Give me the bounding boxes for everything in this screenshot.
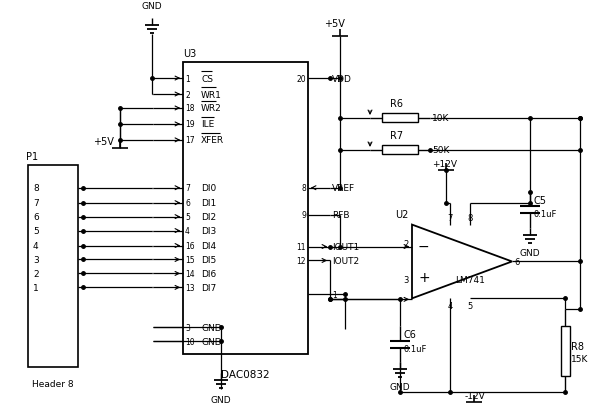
Text: IOUT1: IOUT1 (332, 242, 359, 252)
Text: U3: U3 (183, 49, 196, 59)
Text: 3: 3 (404, 275, 409, 284)
Text: 6: 6 (33, 213, 39, 222)
Text: 9: 9 (301, 211, 306, 220)
Text: 1: 1 (185, 74, 190, 83)
Text: C6: C6 (404, 330, 417, 339)
Text: +: + (418, 271, 430, 285)
Text: 8: 8 (33, 184, 39, 193)
Text: R8: R8 (571, 341, 584, 351)
Text: 19: 19 (185, 120, 195, 129)
Text: WR1: WR1 (201, 90, 222, 99)
Text: 8: 8 (467, 213, 473, 222)
Text: RFB: RFB (332, 211, 350, 220)
Text: −: − (418, 239, 430, 253)
Text: VDD: VDD (332, 74, 352, 83)
Text: DI6: DI6 (201, 269, 216, 278)
Text: Header 8: Header 8 (32, 379, 74, 388)
Text: IOUT2: IOUT2 (332, 256, 359, 265)
Text: 16: 16 (185, 242, 195, 250)
Text: 5: 5 (33, 226, 39, 235)
Text: XFER: XFER (201, 136, 224, 145)
Text: +12V: +12V (432, 160, 457, 169)
Text: DI3: DI3 (201, 226, 216, 235)
Bar (560, 326, 569, 375)
Text: 15: 15 (185, 255, 195, 264)
Text: U2: U2 (396, 209, 409, 219)
Text: DI4: DI4 (201, 242, 216, 250)
Bar (183, 63, 308, 354)
Text: P1: P1 (26, 152, 38, 161)
Text: WR2: WR2 (201, 104, 222, 113)
Text: 18: 18 (185, 104, 194, 113)
Text: 2: 2 (404, 240, 409, 249)
Bar (382, 114, 418, 123)
Text: 2: 2 (185, 90, 190, 99)
Text: DI0: DI0 (201, 184, 216, 193)
Text: GND: GND (142, 2, 162, 11)
Text: 3: 3 (185, 323, 190, 332)
Text: 17: 17 (185, 136, 195, 145)
Text: 7: 7 (185, 184, 190, 193)
Text: R7: R7 (390, 131, 403, 140)
Text: 50K: 50K (432, 146, 450, 155)
Text: CS: CS (201, 74, 213, 83)
Text: +5V: +5V (93, 137, 114, 147)
Text: GND: GND (201, 323, 221, 332)
Text: 6: 6 (185, 199, 190, 208)
Text: 2: 2 (33, 269, 39, 278)
Text: DAC0832: DAC0832 (221, 369, 270, 379)
Text: 5: 5 (468, 301, 473, 311)
Text: GND: GND (390, 382, 410, 391)
Text: GND: GND (520, 248, 540, 257)
Text: 4: 4 (185, 226, 190, 235)
Text: 10K: 10K (432, 114, 450, 123)
Bar (382, 146, 418, 155)
Text: 11: 11 (296, 242, 306, 252)
Bar (28, 165, 78, 367)
Text: 15K: 15K (571, 354, 589, 363)
Text: 3: 3 (33, 255, 39, 264)
Text: LM741: LM741 (455, 275, 485, 284)
Text: 14: 14 (185, 269, 195, 278)
Text: 7: 7 (33, 199, 39, 208)
Text: 4: 4 (447, 301, 453, 311)
Text: DI1: DI1 (201, 199, 216, 208)
Text: 5: 5 (185, 213, 190, 222)
Text: DI2: DI2 (201, 213, 216, 222)
Text: 0.1uF: 0.1uF (404, 344, 427, 353)
Text: -12V: -12V (465, 391, 486, 400)
Text: +5V: +5V (324, 19, 344, 29)
Text: 8: 8 (301, 184, 306, 193)
Text: VREF: VREF (332, 184, 355, 193)
Text: GND: GND (211, 395, 231, 404)
Text: 1: 1 (332, 290, 337, 299)
Text: 13: 13 (185, 283, 195, 292)
Text: 4: 4 (33, 242, 39, 250)
Text: 10: 10 (185, 337, 195, 346)
Text: 12: 12 (296, 256, 306, 265)
Text: 7: 7 (447, 213, 453, 222)
Text: 0.1uF: 0.1uF (534, 210, 557, 218)
Text: C5: C5 (534, 195, 547, 205)
Text: GND: GND (201, 337, 221, 346)
Text: ILE: ILE (201, 120, 214, 129)
Text: 1: 1 (33, 283, 39, 292)
Text: DI7: DI7 (201, 283, 216, 292)
Text: R6: R6 (390, 99, 403, 109)
Text: DI5: DI5 (201, 255, 216, 264)
Text: 6: 6 (514, 257, 519, 266)
Text: 20: 20 (296, 74, 306, 83)
